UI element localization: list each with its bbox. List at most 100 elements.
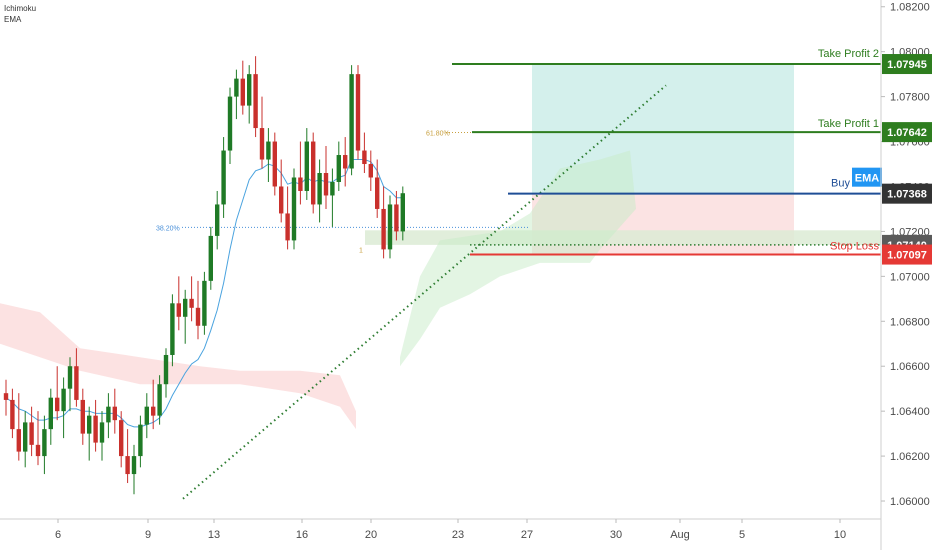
candle	[272, 132, 277, 196]
candle	[3, 379, 9, 416]
take-profit-1-label: Take Profit 1	[818, 118, 879, 130]
candle	[125, 429, 130, 484]
candle	[112, 388, 117, 434]
candle-body	[119, 420, 124, 457]
candle-body	[355, 74, 361, 151]
indicator-label-ema: EMA	[4, 15, 22, 24]
take-profit-2-label: Take Profit 2	[818, 48, 879, 60]
candle	[247, 65, 252, 124]
x-tick-label: 16	[296, 529, 308, 541]
candle-body	[138, 424, 143, 457]
candle	[368, 150, 373, 191]
trendline	[182, 84, 667, 500]
candle	[343, 137, 348, 187]
indicator-label-ichimoku: Ichimoku	[4, 4, 37, 13]
candle-body	[35, 444, 41, 457]
candle-body	[375, 177, 380, 209]
fib-382-label: 38.20%	[156, 225, 180, 232]
candle	[400, 186, 405, 241]
candle-body	[253, 74, 258, 129]
candle	[355, 65, 361, 160]
candle	[266, 128, 271, 182]
candle-body	[42, 429, 47, 457]
candle-body	[285, 213, 290, 241]
candle-body	[343, 155, 348, 169]
candle	[323, 146, 329, 209]
fib-1-label: 1	[359, 247, 363, 254]
y-tick-label: 1.06600	[890, 361, 930, 373]
candle	[317, 159, 322, 223]
candle	[279, 159, 284, 223]
candle-body	[87, 415, 92, 434]
candle	[144, 393, 149, 439]
candle-body	[151, 406, 156, 416]
candle-body	[176, 303, 181, 317]
candle-body	[298, 177, 303, 191]
candle	[106, 393, 111, 439]
x-tick-label: Aug	[670, 529, 690, 541]
candle	[215, 190, 220, 250]
candle-body	[112, 406, 117, 421]
candle-body	[215, 204, 220, 236]
candle	[189, 276, 194, 322]
candle	[138, 415, 143, 468]
candle-body	[67, 366, 73, 389]
x-tick-label: 5	[739, 529, 745, 541]
candle-body	[227, 96, 233, 151]
candle	[99, 411, 105, 461]
y-tick-label: 1.06200	[890, 451, 930, 463]
price-tag-label: 1.07097	[887, 250, 927, 262]
ema-badge	[852, 167, 882, 187]
candle-body	[323, 173, 329, 196]
candle	[74, 348, 79, 407]
candle-body	[279, 186, 284, 214]
candle	[61, 377, 66, 439]
candle	[163, 348, 169, 398]
y-tick-label: 1.06400	[890, 406, 930, 418]
candle-body	[349, 74, 354, 169]
candle-body	[272, 141, 277, 187]
candle-body	[195, 307, 201, 326]
candle	[362, 132, 367, 173]
candle	[234, 69, 239, 120]
candle	[10, 388, 15, 439]
candle	[16, 393, 21, 461]
candle	[151, 379, 156, 430]
x-tick-label: 10	[834, 529, 846, 541]
price-tag	[882, 54, 932, 75]
candle	[119, 411, 124, 468]
y-tick-label: 1.06800	[890, 316, 930, 328]
candle	[183, 289, 188, 344]
candle-body	[144, 406, 149, 425]
candle	[311, 132, 316, 214]
candle-body	[80, 399, 85, 434]
candle	[394, 190, 399, 241]
candle-body	[61, 388, 66, 412]
candles	[3, 56, 405, 495]
candle	[170, 294, 175, 367]
candle	[202, 271, 207, 335]
candle	[23, 411, 28, 468]
price-tag-label: 1.07945	[887, 59, 927, 71]
ichimoku-cloud	[0, 150, 636, 430]
candle	[67, 357, 73, 412]
candle-body	[106, 406, 111, 423]
candle-body	[10, 399, 15, 430]
candle	[304, 128, 309, 200]
candle-body	[202, 280, 207, 326]
candle	[48, 388, 53, 445]
candle	[349, 65, 354, 176]
candle	[221, 137, 226, 218]
candle-body	[55, 397, 60, 412]
bearish-cloud	[0, 303, 356, 430]
candle-body	[157, 384, 162, 416]
candle-body	[23, 422, 28, 452]
trade-levels: Take Profit 2 Take Profit 1 Buy EMA Stop Los…	[452, 48, 882, 256]
buy-label: Buy	[831, 178, 850, 190]
candle-body	[221, 150, 226, 205]
candle-body	[394, 204, 399, 232]
candle	[55, 366, 60, 421]
candle	[157, 375, 162, 425]
